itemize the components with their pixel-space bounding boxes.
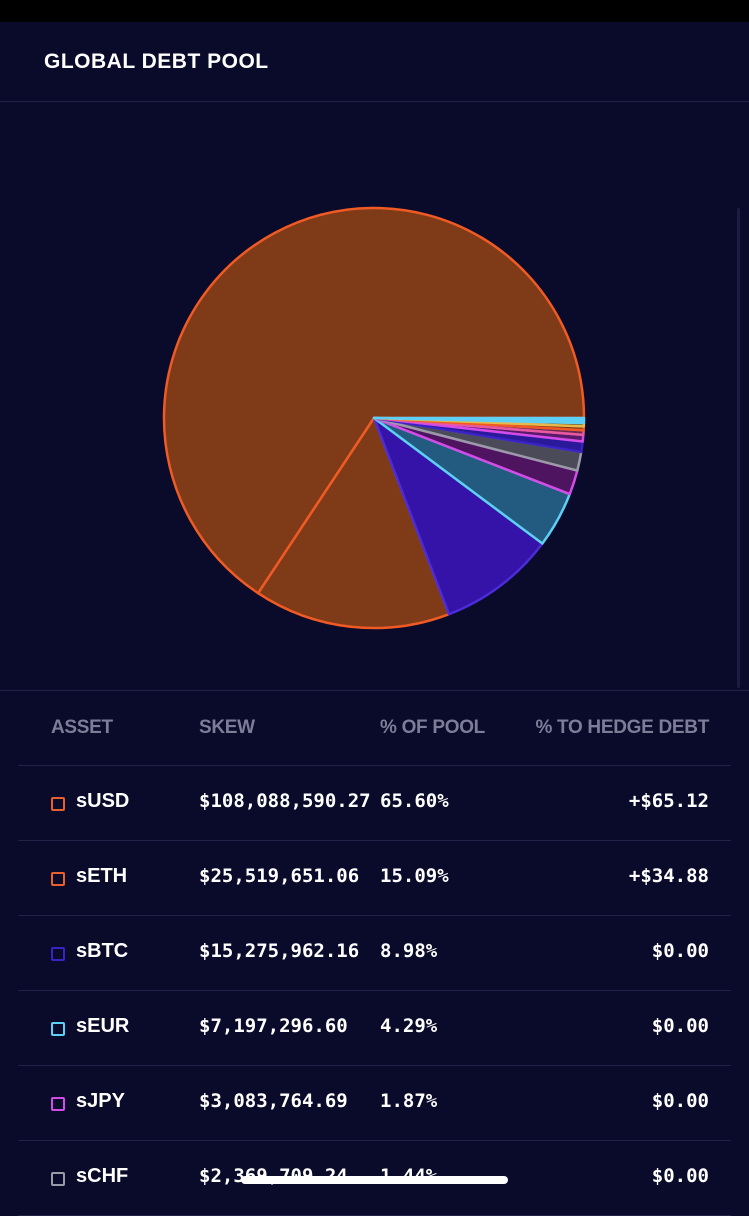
table-header: ASSET SKEW % OF POOL % TO HEDGE DEBT <box>18 691 731 766</box>
asset-color-swatch <box>51 1172 65 1186</box>
table-row[interactable]: sETH $25,519,651.06 15.09% +$34.88 <box>18 841 731 916</box>
table-row[interactable]: sEUR $7,197,296.60 4.29% $0.00 <box>18 991 731 1066</box>
asset-name: sEUR <box>76 1015 130 1037</box>
pie-chart <box>162 206 586 630</box>
page-title: GLOBAL DEBT POOL <box>44 50 269 73</box>
asset-name: sBTC <box>76 940 129 962</box>
table-row[interactable]: sBTC $15,275,962.16 8.98% $0.00 <box>18 916 731 991</box>
asset-color-swatch <box>51 872 65 886</box>
pie-slice-susd[interactable] <box>162 206 586 595</box>
skew-value: $108,088,590.27 <box>199 790 371 812</box>
skew-value: $25,519,651.06 <box>199 865 360 887</box>
pie-slice-seth[interactable] <box>256 416 451 630</box>
pool-percent: 8.98% <box>380 940 438 962</box>
hedge-column-header[interactable]: % TO HEDGE DEBT <box>535 717 709 738</box>
asset-color-swatch <box>51 1097 65 1111</box>
skew-value: $7,197,296.60 <box>199 1015 348 1037</box>
divider <box>0 690 749 691</box>
asset-column-header[interactable]: ASSET <box>51 717 113 738</box>
hedge-value: $0.00 <box>651 1015 709 1037</box>
asset-table: ASSET SKEW % OF POOL % TO HEDGE DEBT sUS… <box>18 691 731 1216</box>
pool-percent: 1.87% <box>380 1090 438 1112</box>
pool-percent: 65.60% <box>380 790 449 812</box>
skew-column-header[interactable]: SKEW <box>199 717 255 738</box>
asset-name: sUSD <box>76 790 130 812</box>
status-bar <box>0 0 749 22</box>
skew-value: $15,275,962.16 <box>199 940 360 962</box>
card-header: GLOBAL DEBT POOL <box>0 22 749 102</box>
pie-slice[interactable] <box>372 416 586 422</box>
hedge-value: $0.00 <box>651 1165 709 1187</box>
hedge-value: $0.00 <box>651 940 709 962</box>
debt-pool-chart <box>0 103 749 690</box>
pool-column-header[interactable]: % OF POOL <box>380 717 485 738</box>
table-row[interactable]: sJPY $3,083,764.69 1.87% $0.00 <box>18 1066 731 1141</box>
asset-color-swatch <box>51 1022 65 1036</box>
table-row[interactable]: sUSD $108,088,590.27 65.60% +$65.12 <box>18 766 731 841</box>
asset-color-swatch <box>51 797 65 811</box>
hedge-value: $0.00 <box>651 1090 709 1112</box>
asset-name: sETH <box>76 865 128 887</box>
pool-percent: 4.29% <box>380 1015 438 1037</box>
asset-name: sCHF <box>76 1165 129 1187</box>
hedge-value: +$34.88 <box>628 865 709 887</box>
asset-name: sJPY <box>76 1090 125 1112</box>
table-body: sUSD $108,088,590.27 65.60% +$65.12 sETH $25,… <box>18 766 731 1216</box>
pool-percent: 15.09% <box>380 865 449 887</box>
pie-slice-sbtc[interactable] <box>372 416 544 616</box>
skew-value: $3,083,764.69 <box>199 1090 348 1112</box>
hedge-value: +$65.12 <box>628 790 709 812</box>
home-indicator[interactable] <box>241 1176 508 1184</box>
asset-color-swatch <box>51 947 65 961</box>
scrollbar[interactable] <box>737 208 740 688</box>
